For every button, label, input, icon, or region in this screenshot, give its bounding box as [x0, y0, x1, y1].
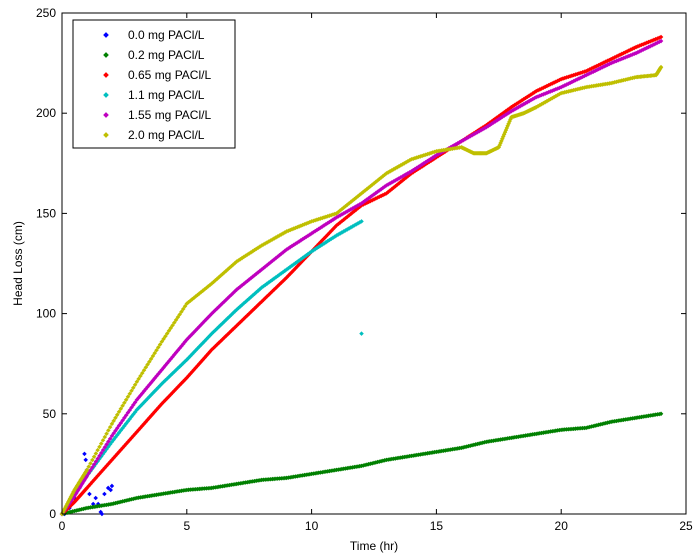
data-point	[145, 362, 150, 367]
legend-marker	[103, 92, 109, 98]
legend-box	[72, 19, 236, 149]
legend-label: 0.0 mg PACl/L	[128, 28, 205, 42]
legend-label: 1.1 mg PACl/L	[128, 88, 205, 102]
y-axis-label: Head Loss (cm)	[11, 221, 25, 306]
data-point	[88, 467, 93, 473]
data-point	[97, 444, 102, 450]
series-2	[59, 34, 664, 517]
legend-label: 0.2 mg PACl/L	[128, 48, 205, 62]
data-point	[118, 406, 124, 412]
data-point	[107, 424, 113, 430]
data-point	[139, 370, 145, 376]
data-point	[359, 219, 364, 224]
legend: 0.0 mg PACl/L 0.2 mg PACl/L 0.65 mg PACl/L…	[72, 19, 236, 149]
data-point	[84, 467, 90, 473]
data-point	[150, 353, 156, 359]
legend-marker	[103, 112, 109, 118]
x-tick-label: 5	[183, 519, 190, 533]
data-point	[113, 415, 118, 421]
data-point	[141, 368, 147, 373]
x-tick-label: 15	[430, 519, 444, 533]
legend-marker	[103, 72, 109, 78]
series-1	[59, 411, 664, 517]
data-point	[102, 434, 108, 440]
data-point	[147, 359, 152, 364]
data-point	[90, 465, 95, 470]
data-point	[102, 445, 108, 450]
data-point	[157, 342, 163, 347]
data-points-layer	[59, 34, 664, 517]
x-tick-label: 25	[679, 519, 693, 533]
series-5	[59, 64, 664, 517]
data-point	[134, 379, 140, 384]
x-axis-label: Time (hr)	[350, 539, 398, 553]
x-tick-label: 10	[305, 519, 319, 533]
x-tick-label: 0	[59, 519, 66, 533]
data-point	[107, 436, 113, 441]
x-tick-label: 20	[555, 519, 569, 533]
data-point	[131, 385, 136, 391]
y-tick-label: 200	[36, 106, 56, 120]
data-point	[658, 411, 664, 417]
data-point	[116, 409, 122, 415]
data-point	[97, 453, 102, 459]
legend-marker	[103, 132, 109, 138]
legend-label: 1.55 mg PACl/L	[128, 108, 211, 122]
data-point	[93, 495, 98, 501]
data-point	[125, 394, 131, 400]
data-point	[93, 451, 99, 456]
legend-label: 0.65 mg PACl/L	[128, 68, 211, 82]
data-point	[129, 388, 134, 394]
data-point	[359, 331, 364, 336]
y-tick-label: 150	[36, 206, 56, 220]
y-tick-label: 250	[36, 6, 56, 20]
legend-label: 2.0 mg PACl/L	[128, 128, 205, 142]
data-point	[98, 441, 104, 446]
data-point	[136, 376, 141, 382]
data-point	[106, 439, 111, 444]
y-tick-label: 0	[49, 507, 56, 521]
data-point	[152, 350, 157, 356]
y-tick-label: 100	[36, 307, 56, 321]
y-tick-label: 50	[43, 407, 57, 421]
data-point	[156, 345, 161, 350]
